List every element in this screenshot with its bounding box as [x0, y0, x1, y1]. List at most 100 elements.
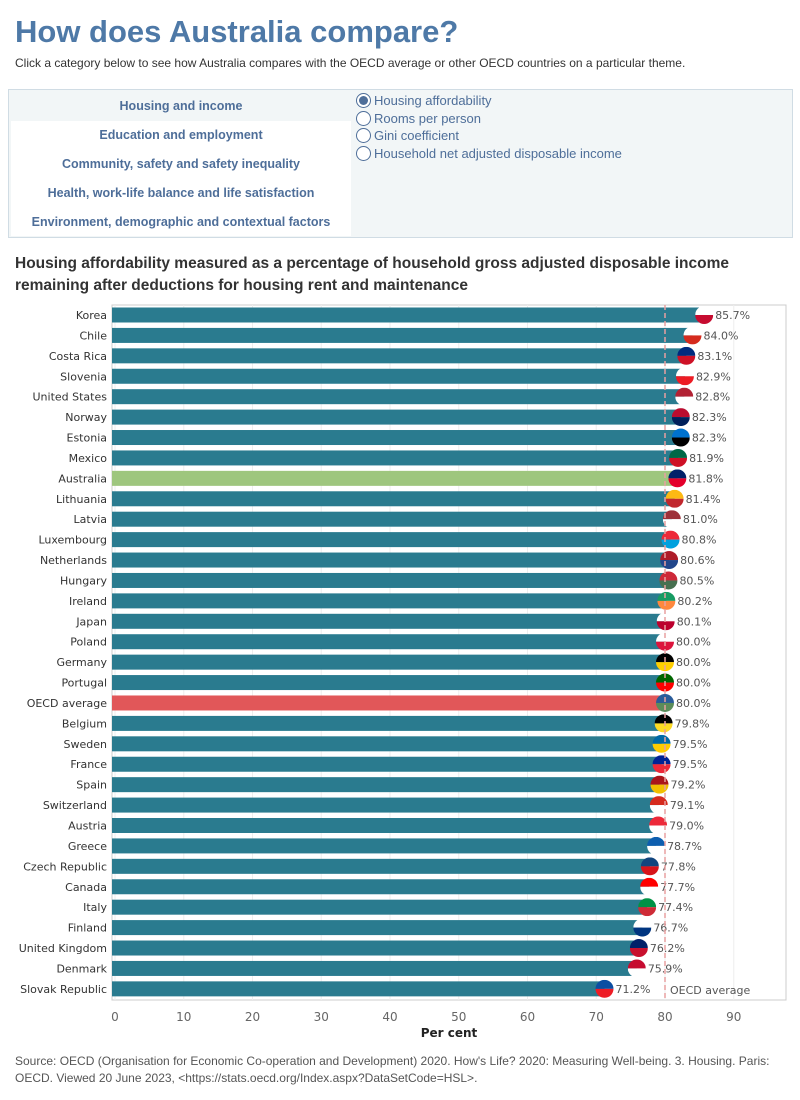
option-rooms-per-person[interactable]: Rooms per person [356, 110, 622, 128]
category-health-worklife[interactable]: Health, work-life balance and life satis… [47, 186, 315, 200]
flag-icon [629, 948, 648, 958]
data-label: 82.9% [696, 370, 731, 383]
data-label: 81.9% [689, 452, 724, 465]
bar-austria [112, 818, 659, 833]
flag-icon [649, 796, 668, 806]
data-label: 80.0% [676, 697, 711, 710]
category-label: Chile [79, 329, 107, 342]
category-label: Denmark [56, 962, 107, 975]
category-panel: Housing and income Education and employm… [8, 89, 793, 238]
flag-icon [595, 988, 614, 998]
indicator-options: Housing affordability Rooms per person G… [356, 92, 622, 162]
bar-chart: 0 10 20 30 40 50 60 70 80 90 Per cent Korea 85.7% Chi… [19, 304, 787, 1040]
radio-icon[interactable] [356, 128, 371, 144]
option-housing-affordability[interactable]: Housing affordability [356, 92, 622, 110]
flag-icon [595, 979, 614, 989]
category-label: Poland [70, 636, 107, 649]
flag-icon [640, 877, 659, 887]
flag-icon [671, 408, 690, 418]
data-label: 82.3% [692, 432, 727, 445]
flag-icon [649, 825, 668, 835]
option-label: Household net adjusted disposable income [374, 145, 622, 161]
flag-icon [669, 457, 688, 467]
flag-icon [675, 396, 694, 406]
bar-united-states [112, 389, 685, 405]
data-label: 77.4% [658, 901, 693, 914]
data-label: 79.5% [673, 758, 708, 771]
x-tick-label: 80 [657, 1010, 672, 1024]
category-label: Switzerland [43, 799, 107, 812]
flag-icon [660, 551, 679, 561]
radio-selected-icon[interactable] [356, 93, 371, 109]
flag-icon [683, 335, 702, 345]
category-label: Lithuania [56, 493, 107, 506]
data-label: 77.8% [661, 860, 696, 873]
category-list: Housing and income Education and employm… [11, 92, 351, 236]
bar-chile [112, 327, 693, 343]
bar-oecd-average [112, 695, 665, 711]
data-label: 80.6% [680, 554, 715, 567]
option-gini[interactable]: Gini coefficient [356, 127, 622, 145]
data-label: 84.0% [704, 329, 739, 342]
flag-icon [675, 376, 694, 386]
x-tick-label: 90 [726, 1010, 741, 1024]
bar-japan [112, 613, 666, 629]
data-label: 79.0% [669, 820, 704, 833]
category-education-employment[interactable]: Education and employment [99, 128, 263, 142]
data-label: 79.5% [673, 738, 708, 751]
flag-icon [629, 939, 648, 949]
bar-denmark [112, 960, 637, 976]
bar-netherlands [112, 552, 670, 568]
data-label: 75.9% [648, 962, 683, 975]
data-label: 82.8% [695, 391, 730, 404]
flag-icon [633, 918, 652, 928]
category-label: Costa Rica [49, 350, 107, 363]
category-housing-income[interactable]: Housing and income [11, 92, 351, 121]
bar-korea [112, 307, 705, 323]
bar-sweden [112, 736, 662, 752]
x-tick-label: 10 [176, 1010, 191, 1024]
category-environment[interactable]: Environment, demographic and contextual … [31, 215, 331, 229]
flag-icon [668, 478, 687, 488]
flag-icon [640, 866, 659, 876]
flag-icon [657, 600, 676, 610]
flag-icon [647, 845, 666, 855]
category-label: Hungary [60, 574, 107, 587]
flag-icon [649, 816, 668, 826]
category-label: Korea [76, 309, 107, 322]
category-label: Estonia [67, 432, 108, 445]
radio-icon[interactable] [356, 145, 371, 161]
data-label: 83.1% [697, 350, 732, 363]
flag-icon [654, 723, 673, 733]
category-community-safety[interactable]: Community, safety and safety inequality [61, 157, 301, 171]
x-axis-label: Per cent [421, 1026, 478, 1040]
data-label: 80.0% [676, 677, 711, 690]
flag-icon [675, 367, 694, 377]
flag-icon [647, 836, 666, 846]
page-title: How does Australia compare? [15, 14, 459, 49]
option-household-income[interactable]: Household net adjusted disposable income [356, 145, 622, 163]
data-label: 79.8% [675, 717, 710, 730]
flag-icon [662, 510, 681, 520]
category-label: Finland [68, 922, 107, 935]
category-label: Belgium [62, 717, 107, 730]
bar-canada [112, 879, 650, 895]
bar-czech-republic [112, 858, 650, 874]
data-label: 81.8% [688, 472, 723, 485]
category-label: Mexico [69, 452, 108, 465]
data-label: 80.5% [679, 574, 714, 587]
radio-icon[interactable] [356, 110, 371, 126]
x-tick-label: 30 [314, 1010, 329, 1024]
data-label: 77.7% [660, 881, 695, 894]
flag-icon [675, 387, 694, 397]
flag-icon [677, 346, 696, 356]
flag-icon [649, 805, 668, 815]
oecd-average-label: OECD average [670, 984, 751, 997]
bar-united-kingdom [112, 940, 639, 956]
data-label: 71.2% [616, 983, 651, 996]
option-label: Housing affordability [374, 93, 492, 109]
flag-icon [683, 326, 702, 336]
bar-hungary [112, 572, 669, 588]
data-label: 79.1% [670, 799, 705, 812]
bar-mexico [112, 450, 679, 466]
